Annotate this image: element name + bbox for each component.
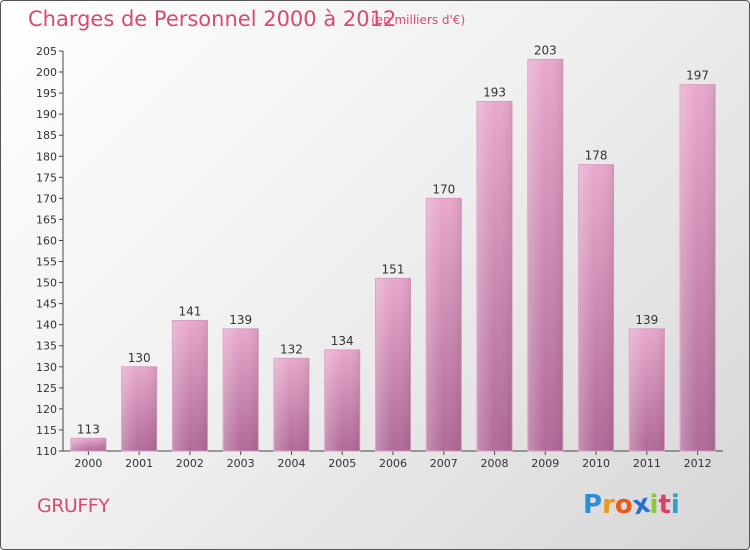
brand-letter: t (658, 490, 671, 520)
commune-name: GRUFFY (37, 495, 110, 517)
bar-value-label: 134 (331, 334, 354, 348)
bar-value-label: 193 (483, 86, 506, 100)
y-tick-label: 145 (36, 298, 57, 311)
brand-letter: P (583, 490, 603, 520)
y-tick-label: 110 (36, 445, 57, 458)
bar-shade (578, 164, 614, 451)
brand-letter: o (614, 490, 633, 520)
y-tick-label: 115 (36, 424, 57, 437)
y-tick-label: 180 (36, 150, 57, 163)
bar-value-label: 170 (432, 182, 455, 196)
chart-subtitle: (en milliers d'€) (371, 13, 466, 27)
bar-value-label: 203 (534, 43, 557, 57)
y-tick-label: 135 (36, 340, 57, 353)
bar-shade (70, 438, 106, 451)
y-tick-label: 185 (36, 129, 57, 142)
y-tick-label: 130 (36, 361, 57, 374)
y-tick-label: 125 (36, 382, 57, 395)
bar-value-label: 141 (178, 304, 201, 318)
bar-shade (273, 358, 309, 451)
bar-shade (375, 278, 411, 451)
y-tick-label: 170 (36, 192, 57, 205)
brand-letter: i (670, 490, 680, 520)
bar-shade (223, 328, 259, 451)
x-tick-label: 2004 (277, 457, 305, 470)
bar-shade (680, 84, 716, 452)
y-tick-label: 200 (36, 66, 57, 79)
y-tick-label: 195 (36, 87, 57, 100)
x-tick-label: 2006 (379, 457, 407, 470)
x-tick-label: 2002 (176, 457, 204, 470)
bar-shade (324, 349, 360, 451)
bar-value-label: 197 (686, 69, 709, 83)
bars-group: 113 130 141 139 132 134 151 170 193 203 178 139 197 (70, 43, 716, 452)
bar-value-label: 132 (280, 342, 303, 356)
chart-title: Charges de Personnel 2000 à 2012 (28, 7, 397, 31)
bar-shade (527, 59, 563, 451)
y-tick-label: 175 (36, 171, 57, 184)
x-tick-label: 2003 (227, 457, 255, 470)
x-tick-label: 2011 (633, 457, 661, 470)
brand-letter: i (649, 490, 659, 520)
bar-value-label: 139 (635, 313, 658, 327)
y-tick-label: 165 (36, 213, 57, 226)
x-tick-label: 2000 (74, 457, 102, 470)
y-tick-label: 150 (36, 277, 57, 290)
bar-value-label: 139 (229, 313, 252, 327)
y-tick-label: 205 (36, 45, 57, 58)
x-tick-label: 2010 (582, 457, 610, 470)
y-tick-label: 140 (36, 319, 57, 332)
y-tick-label: 120 (36, 403, 57, 416)
bar-value-label: 113 (77, 422, 100, 436)
axes: 1101151201251301351401451501551601651701… (36, 45, 723, 470)
x-tick-label: 2005 (328, 457, 356, 470)
y-tick-label: 190 (36, 108, 57, 121)
bar-value-label: 130 (128, 351, 151, 365)
bar-shade (121, 366, 157, 451)
x-tick-label: 2008 (481, 457, 509, 470)
bar-shade (172, 320, 208, 451)
x-tick-label: 2001 (125, 457, 153, 470)
x-tick-label: 2012 (684, 457, 712, 470)
bar-shade (426, 198, 462, 451)
x-tick-label: 2007 (430, 457, 458, 470)
brand-logo: Proxiti (583, 489, 680, 522)
bar-value-label: 178 (585, 149, 608, 163)
bar-value-label: 151 (382, 262, 405, 276)
y-tick-label: 155 (36, 256, 57, 269)
x-tick-label: 2009 (531, 457, 559, 470)
bar-shade (477, 101, 513, 452)
y-tick-label: 160 (36, 234, 57, 247)
brand-letter: r (602, 490, 615, 520)
bar-shade (629, 328, 665, 451)
